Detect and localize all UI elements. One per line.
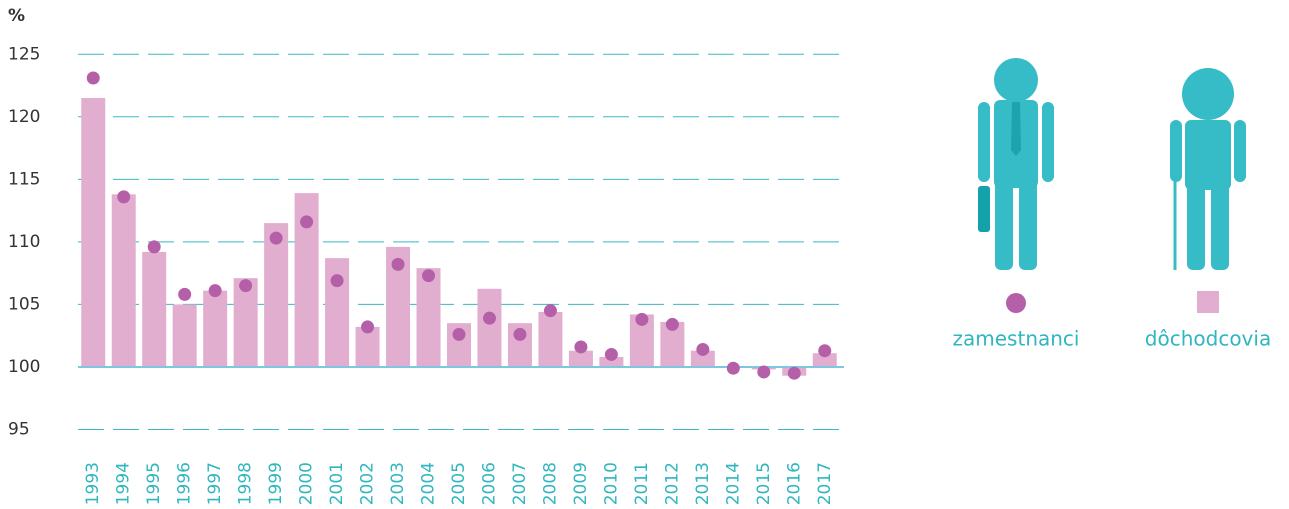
dot [818,344,832,358]
bar [568,350,593,367]
x-tick-label: 1996 [175,462,195,505]
dot [361,320,375,334]
y-tick-label: 110 [8,232,40,252]
dot [452,327,466,341]
bar [812,353,837,367]
dot [482,311,496,325]
dot [665,317,679,331]
icon-head [1182,68,1234,120]
x-tick-label: 2006 [479,462,499,505]
bar [355,326,380,367]
dot [513,327,527,341]
dot [726,361,740,375]
y-tick-label: 100 [8,357,40,377]
x-tick-label: 1993 [83,462,103,505]
bar [233,278,258,367]
legend-icons [978,58,1246,270]
bar [111,194,136,367]
dot [239,279,253,293]
icon-briefcase [978,186,990,232]
y-tick-label: 120 [8,107,40,127]
bar [81,98,106,367]
icon-leg [1211,180,1229,270]
y-axis-label: % [8,6,25,26]
x-tick-label: 1999 [266,462,286,505]
x-tick-label: 2016 [784,462,804,505]
x-tick-label: 1994 [114,462,134,505]
x-tick-label: 1998 [236,462,256,505]
dot [269,231,283,245]
icon-leg [1019,180,1037,270]
dot [208,284,222,298]
dot [178,287,192,301]
x-tick-label: 2011 [632,462,652,505]
legend-label: zamestnanci [953,327,1080,351]
dot [787,366,801,380]
dot [117,190,131,204]
dot [86,71,100,85]
bar [416,268,441,367]
icon-leg [1187,180,1205,270]
icon-body [1185,120,1231,190]
dot [696,342,710,356]
dot [330,274,344,288]
dot [300,215,314,229]
x-tick-label: 2009 [571,462,591,505]
legend-marker [1197,291,1219,313]
x-tick-label: 2012 [662,462,682,505]
x-tick-label: 2017 [815,462,835,505]
x-tick-label: 2004 [419,462,439,505]
icon-head [994,58,1038,102]
dot [635,312,649,326]
bar [264,223,289,367]
icon-arm [978,102,990,182]
x-tick-label: 2013 [693,462,713,505]
x-tick-label: 2007 [510,462,530,505]
x-tick-label: 2002 [358,462,378,505]
y-tick-label: 105 [8,294,40,314]
bar [690,350,715,367]
icon-leg [995,180,1013,270]
x-tick-label: 2005 [449,462,469,505]
icon-arm [1170,120,1182,182]
legend-label: dôchodcovia [1145,327,1271,351]
dot [147,240,161,254]
legend-marker [1006,293,1026,313]
x-tick-label: 2015 [754,462,774,505]
icon-arm [1234,120,1246,182]
dot [391,257,405,271]
dot [574,340,588,354]
bar [142,251,167,367]
x-tick-label: 2008 [540,462,560,505]
bar [599,356,624,367]
x-tick-label: 2014 [723,462,743,505]
bar [538,311,563,367]
x-tick-label: 1997 [205,462,225,505]
dot [757,365,771,379]
y-tick-label: 95 [8,419,30,439]
dot [422,269,436,283]
x-tick-label: 2003 [388,462,408,505]
bar [477,288,502,367]
y-tick-label: 125 [8,44,40,64]
x-tick-label: 2001 [327,462,347,505]
dot [543,304,557,318]
dot [604,347,618,361]
bar [172,304,197,367]
x-tick-label: 1995 [144,462,164,505]
icon-tie [1011,102,1021,156]
x-tick-label: 2000 [297,462,317,505]
y-tick-label: 115 [8,169,40,189]
bar [203,290,228,367]
icon-arm [1042,102,1054,182]
x-tick-label: 2010 [601,462,621,505]
